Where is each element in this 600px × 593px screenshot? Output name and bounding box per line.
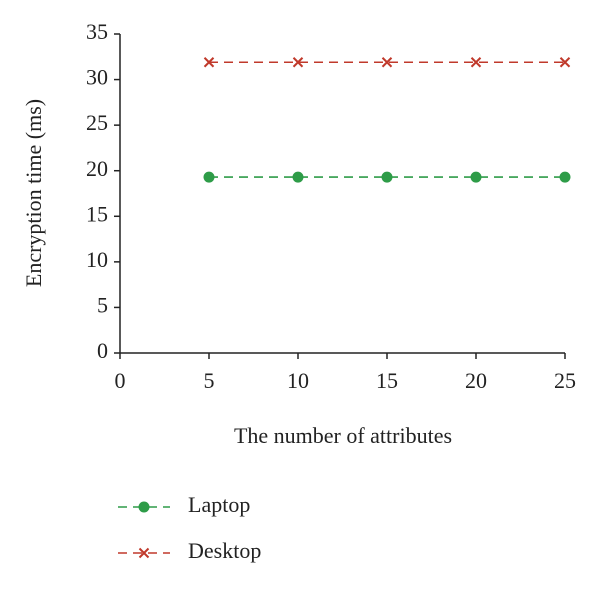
marker bbox=[203, 171, 215, 183]
x-tick-label: 20 bbox=[465, 368, 487, 393]
marker bbox=[559, 57, 571, 68]
y-tick-label: 0 bbox=[97, 338, 108, 363]
y-tick-label: 25 bbox=[86, 110, 108, 135]
x-tick-label: 25 bbox=[554, 368, 576, 393]
x-tick-label: 15 bbox=[376, 368, 398, 393]
marker bbox=[138, 501, 150, 513]
y-axis-label: Encryption time (ms) bbox=[21, 99, 46, 287]
y-tick-label: 10 bbox=[86, 247, 108, 272]
marker bbox=[203, 57, 215, 68]
y-tick-label: 15 bbox=[86, 201, 108, 226]
legend-label: Laptop bbox=[188, 492, 250, 517]
marker bbox=[292, 57, 304, 68]
x-tick-label: 10 bbox=[287, 368, 309, 393]
marker bbox=[381, 171, 393, 183]
marker bbox=[470, 171, 482, 183]
legend-label: Desktop bbox=[188, 538, 261, 563]
marker bbox=[470, 57, 482, 68]
marker bbox=[292, 171, 304, 183]
y-tick-label: 20 bbox=[86, 156, 108, 181]
y-tick-label: 35 bbox=[86, 19, 108, 44]
x-tick-label: 5 bbox=[204, 368, 215, 393]
y-tick-label: 30 bbox=[86, 65, 108, 90]
marker bbox=[381, 57, 393, 68]
x-axis-label: The number of attributes bbox=[234, 423, 452, 448]
x-tick-label: 0 bbox=[115, 368, 126, 393]
marker bbox=[138, 547, 150, 559]
marker bbox=[559, 171, 571, 183]
y-tick-label: 5 bbox=[97, 292, 108, 317]
